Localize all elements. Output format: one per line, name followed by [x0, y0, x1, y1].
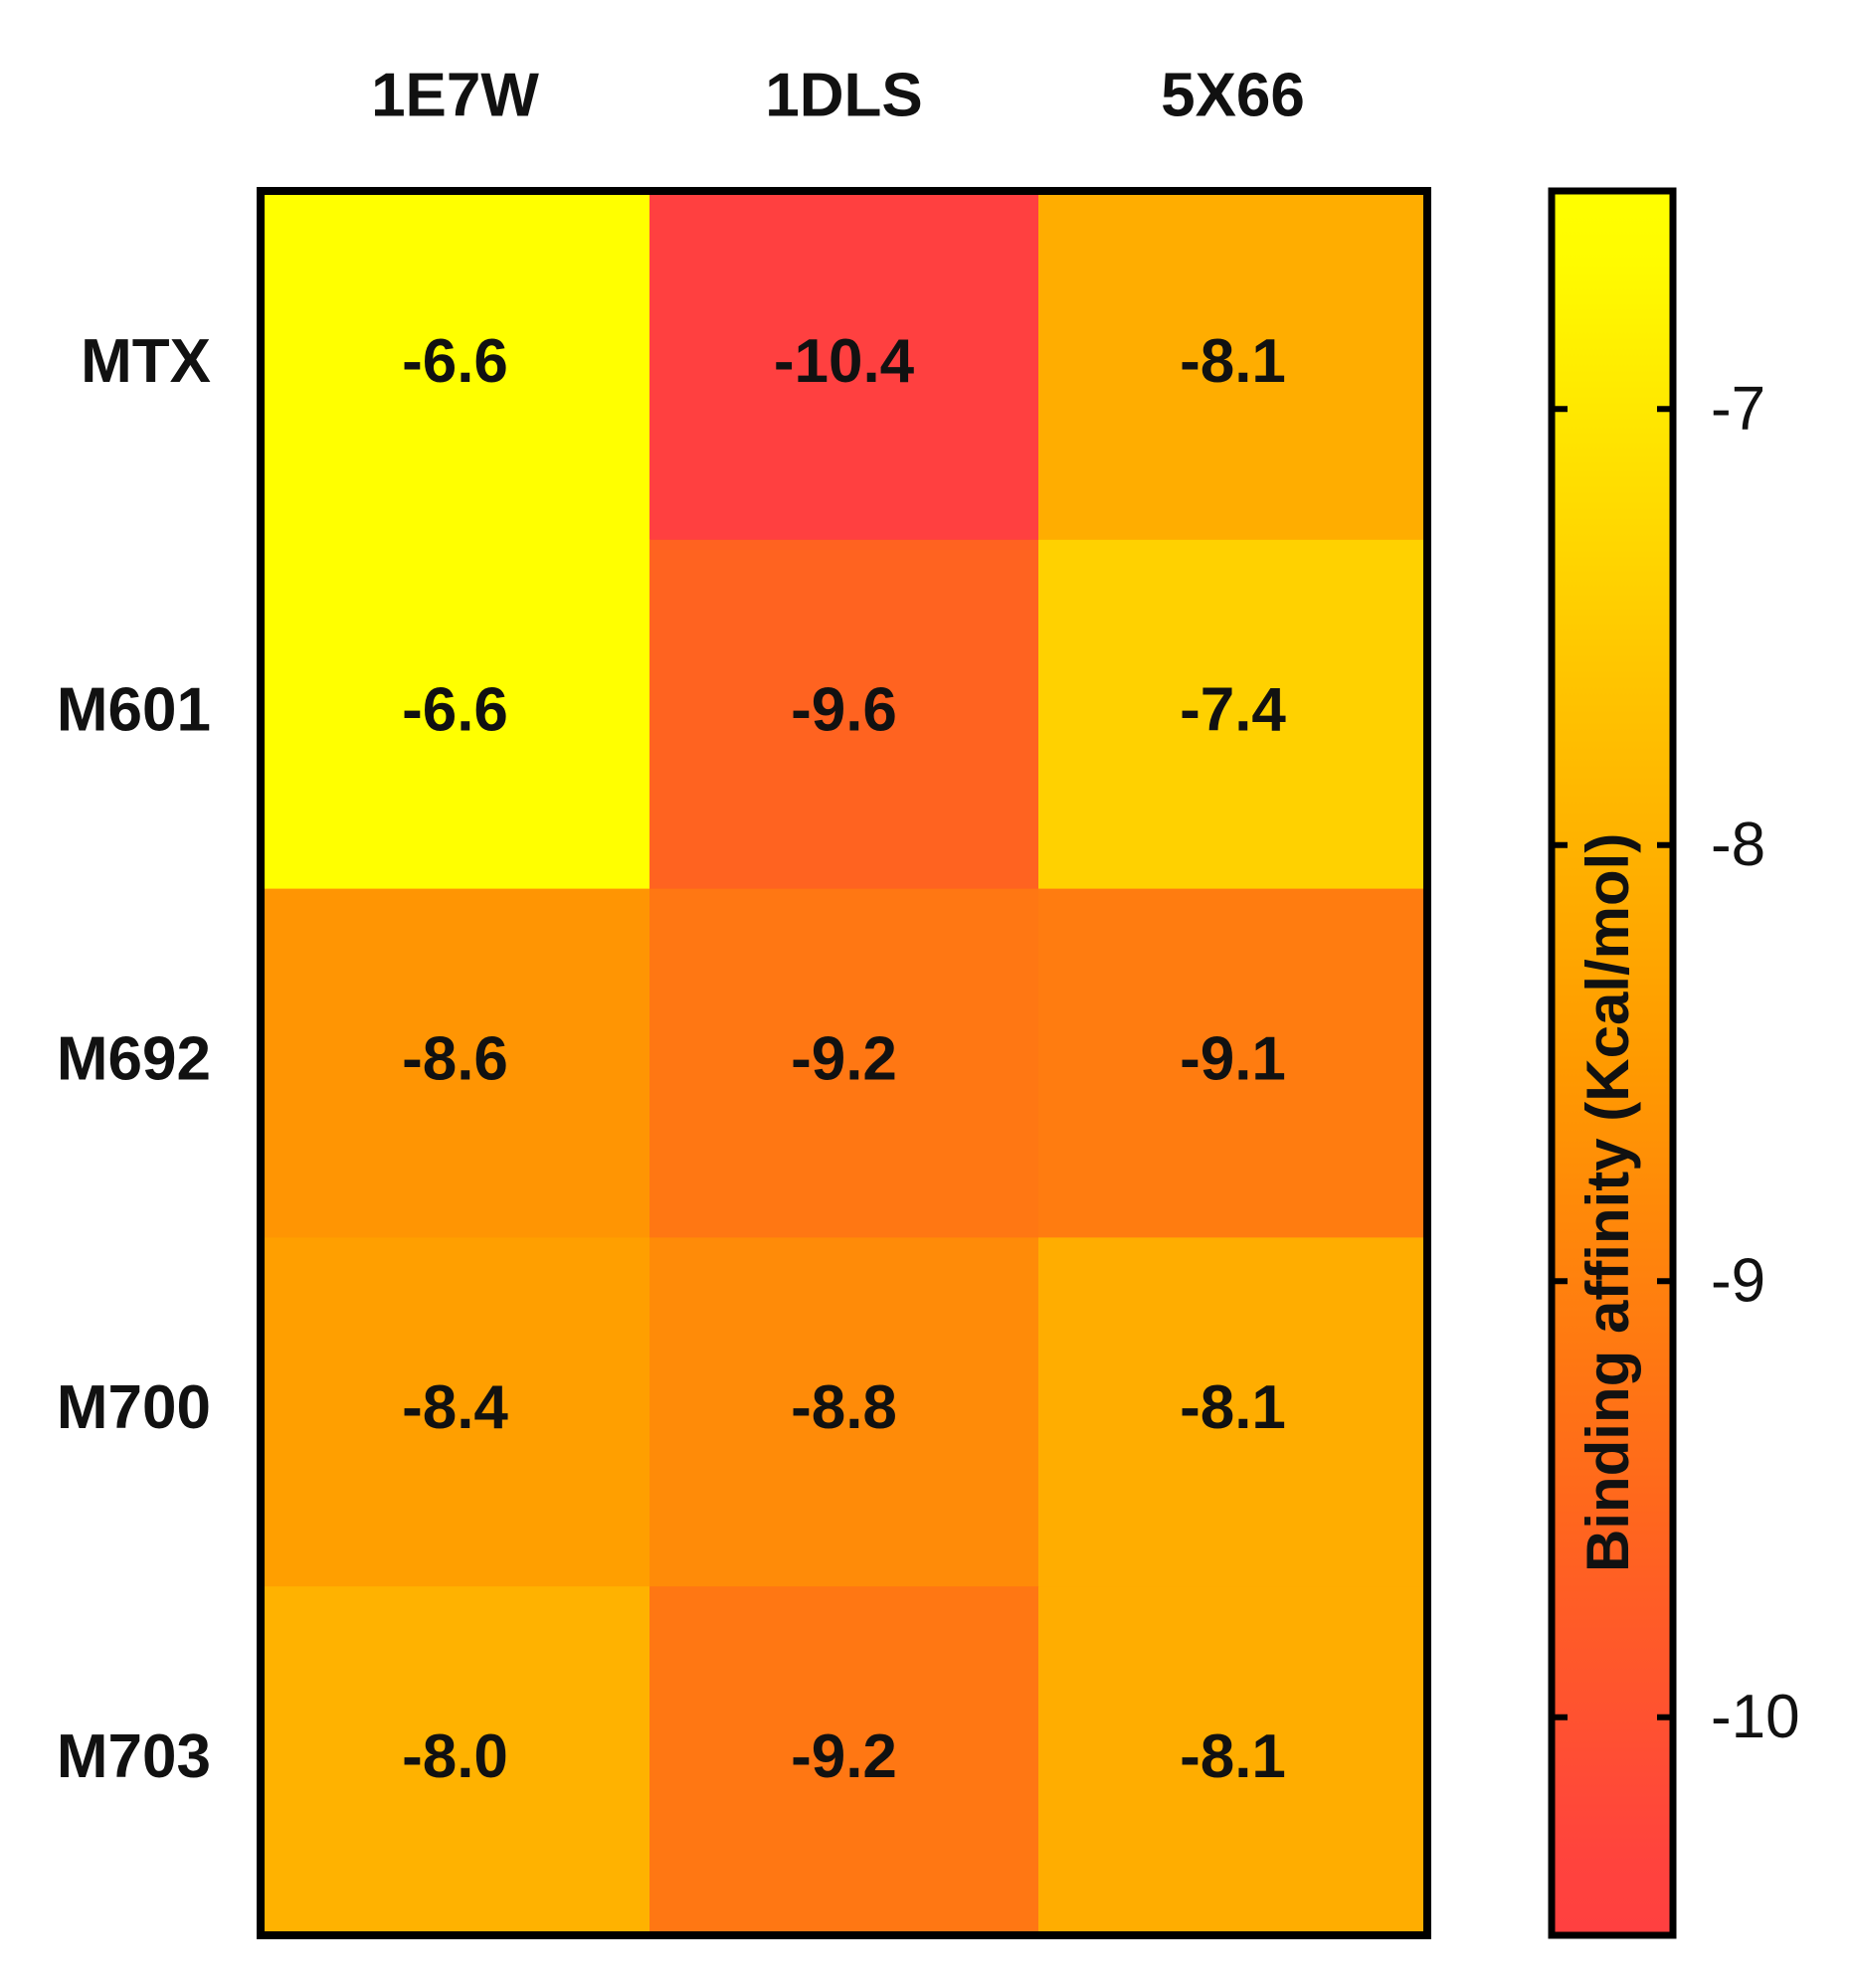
heatmap-cell-m692-1dls [649, 888, 1039, 1238]
row-label-m703: M703 [57, 1722, 211, 1791]
cell-value-label: -8.1 [1180, 1373, 1286, 1442]
colorbar-tick-label: -10 [1711, 1683, 1800, 1751]
row-label-m601: M601 [57, 676, 211, 745]
heatmap-cell-m700-1dls [649, 1237, 1039, 1587]
cell-value-label: -8.6 [402, 1024, 508, 1093]
column-label-1dls: 1DLS [765, 61, 922, 129]
cell-value-label: -9.1 [1180, 1024, 1286, 1093]
column-labels: 1E7W 1DLS 5X66 [371, 61, 1305, 129]
colorbar-tick-labels: -7 -8 -9 -10 [1711, 375, 1800, 1752]
heatmap-cell-mtx-5x66 [1038, 191, 1428, 541]
heatmap-value-labels: -6.6 -10.4 -8.1 -6.6 -9.6 -7.4 -8.6 -9.2 -9.1 -8.… [402, 327, 1286, 1791]
cell-value-label: -9.2 [791, 1024, 897, 1093]
heatmap-cells [261, 191, 1428, 1936]
heatmap-cell-m703-1e7w [261, 1586, 650, 1936]
colorbar: -7 -8 -9 -10 Binding affinity (Kcal/mol) [1548, 187, 1800, 1939]
heatmap-cell-m601-1dls [649, 539, 1039, 890]
row-label-m692: M692 [57, 1024, 211, 1093]
cell-value-label: -8.4 [402, 1373, 508, 1442]
cell-value-label: -8.1 [1180, 1722, 1286, 1791]
heatmap-cell-mtx-1dls [649, 191, 1039, 541]
row-labels: MTX M601 M692 M700 M703 [57, 327, 211, 1791]
heatmap-cell-m692-1e7w [261, 888, 650, 1238]
cell-value-label: -10.4 [774, 327, 915, 396]
cell-value-label: -9.6 [791, 676, 897, 745]
cell-value-label: -8.8 [791, 1373, 897, 1442]
cell-value-label: -6.6 [402, 327, 508, 396]
cell-value-label: -8.0 [402, 1722, 508, 1791]
column-label-5x66: 5X66 [1161, 61, 1305, 129]
heatmap-cell-m700-1e7w [261, 1237, 650, 1587]
cell-value-label: -8.1 [1180, 327, 1286, 396]
plot-frame [257, 187, 1431, 1939]
heatmap-cell-m601-5x66 [1038, 539, 1428, 890]
heatmap-cell-m703-1dls [649, 1586, 1039, 1936]
column-label-1e7w: 1E7W [371, 61, 539, 129]
colorbar-ticks [1552, 406, 1673, 1720]
heatmap-cell-m692-5x66 [1038, 888, 1428, 1238]
heatmap-cell-m700-5x66 [1038, 1237, 1428, 1587]
cell-value-label: -9.2 [791, 1722, 897, 1791]
heatmap-cell-mtx-1e7w [261, 191, 650, 541]
cell-value-label: -6.6 [402, 676, 508, 745]
heatmap-cell-m601-1e7w [261, 539, 650, 890]
row-label-mtx: MTX [81, 327, 211, 396]
cell-value-label: -7.4 [1180, 676, 1286, 745]
row-label-m700: M700 [57, 1373, 211, 1442]
colorbar-tick-label: -7 [1711, 375, 1765, 444]
colorbar-gradient [1548, 187, 1677, 1939]
heatmap-cell-m703-5x66 [1038, 1586, 1428, 1936]
colorbar-tick-label: -9 [1711, 1247, 1765, 1316]
colorbar-tick-label: -8 [1711, 811, 1765, 879]
colorbar-title: Binding affinity (Kcal/mol) [1574, 833, 1641, 1572]
